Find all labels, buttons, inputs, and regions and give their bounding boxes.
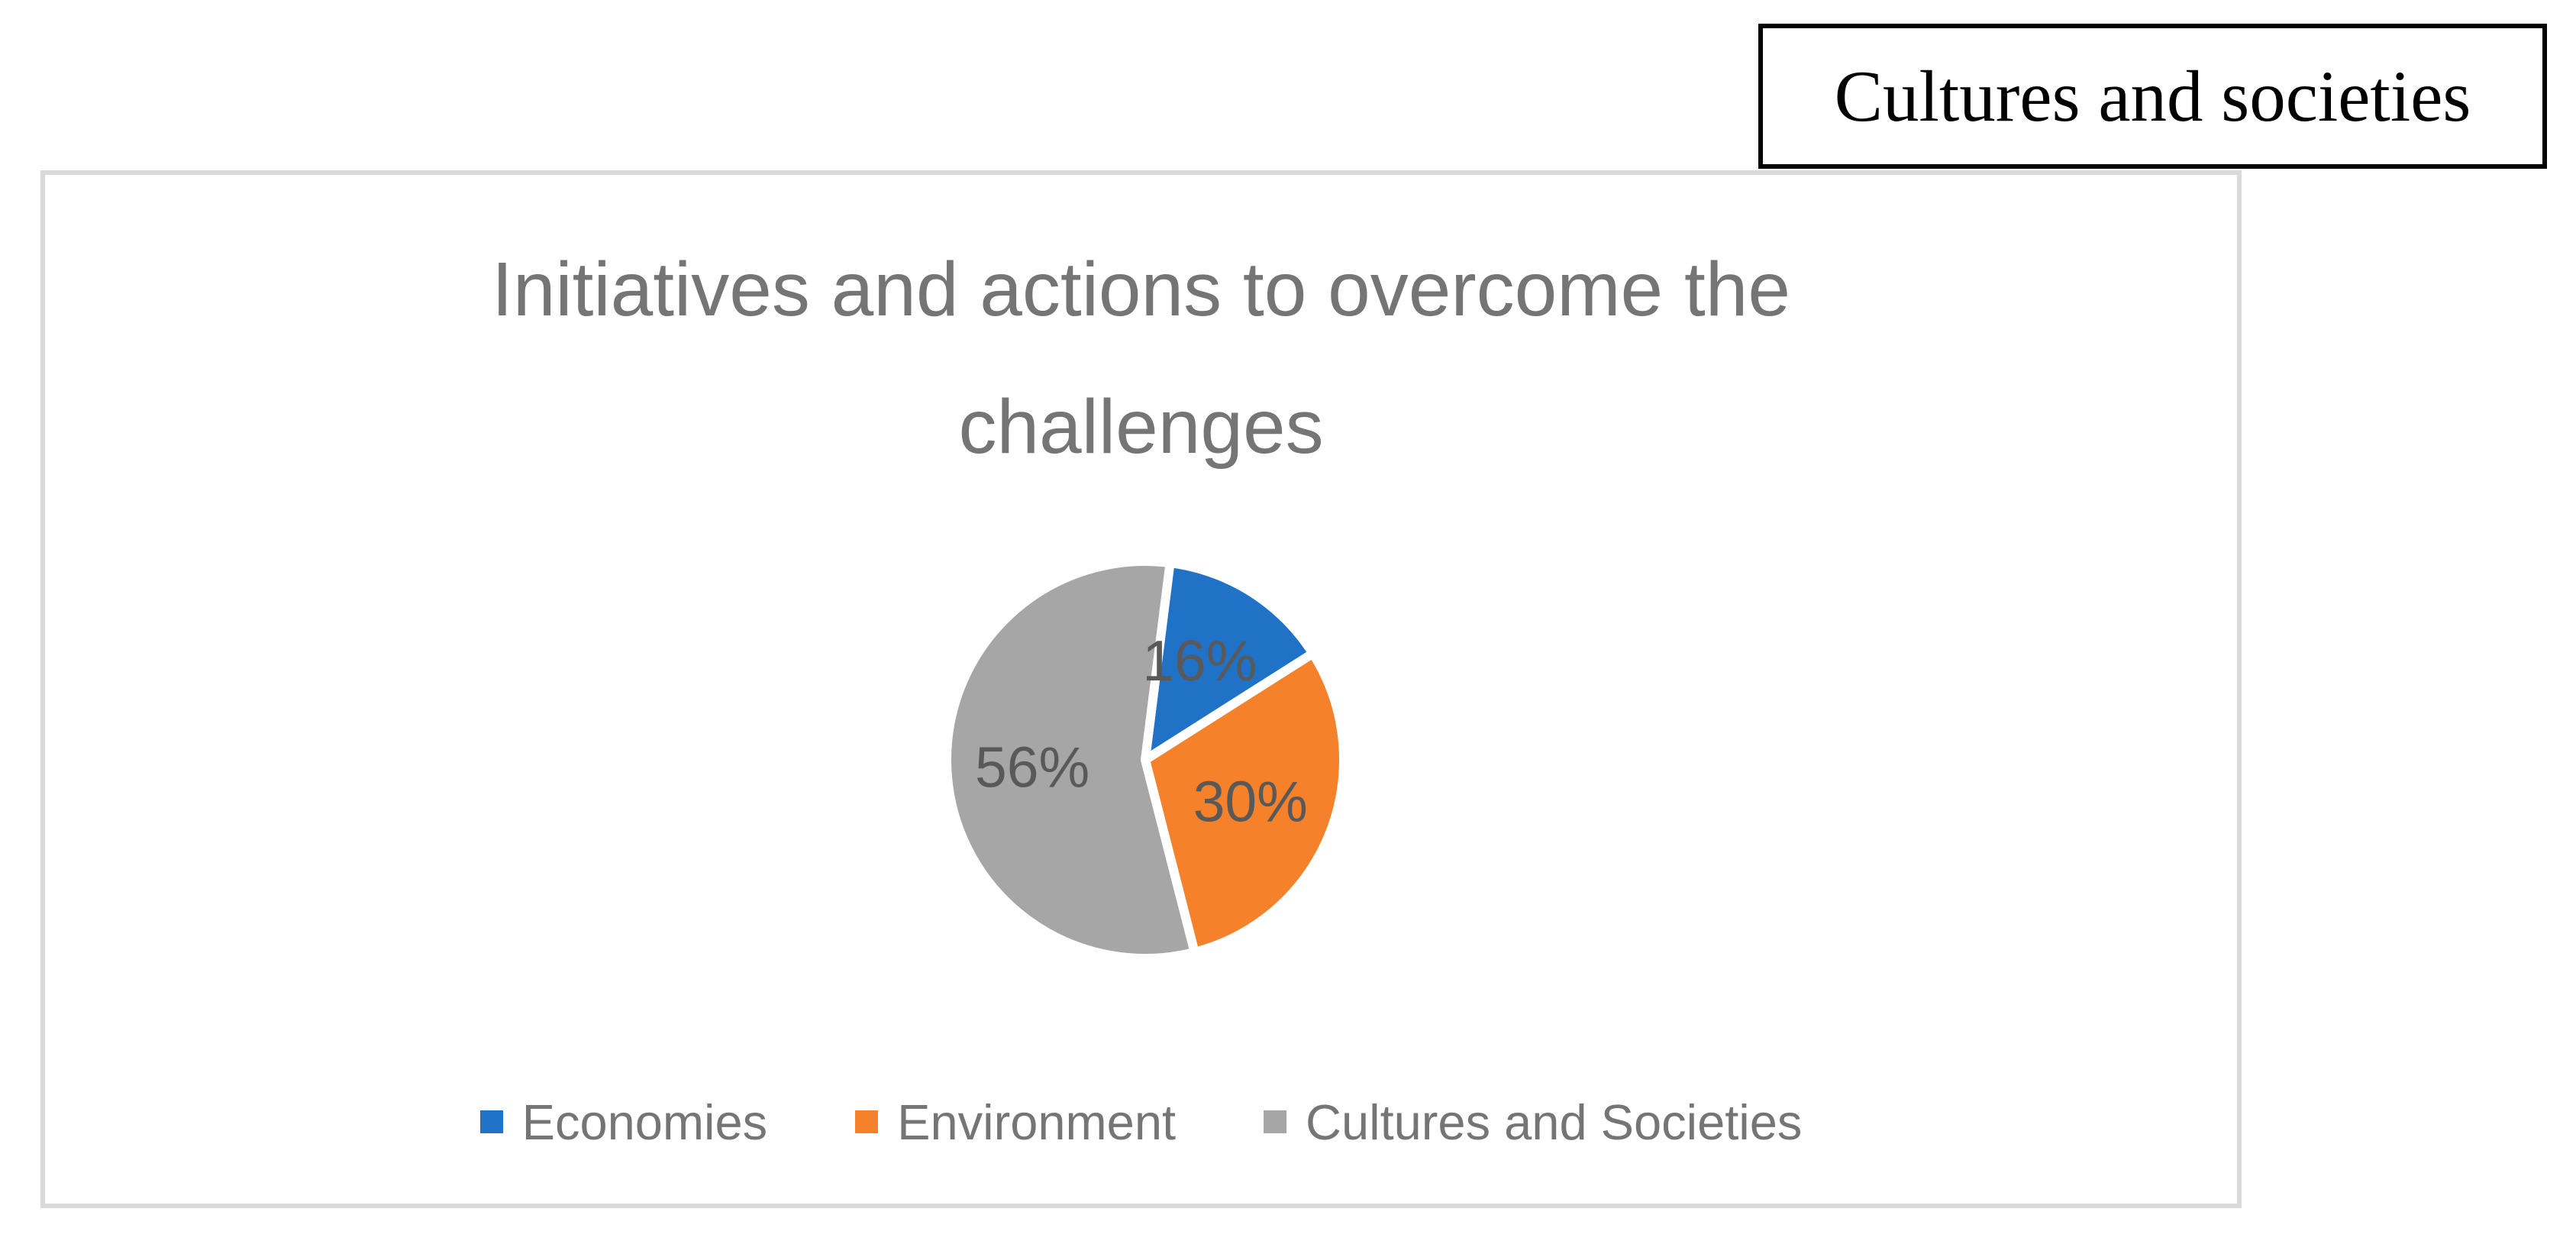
legend-marker-icon <box>855 1110 879 1133</box>
pie-data-label-environment: 30% <box>1193 770 1308 834</box>
pie-data-label-cultures-and-societies: 56% <box>975 735 1089 799</box>
legend-label: Environment <box>897 1094 1177 1150</box>
legend-item-cultures-and-societies[interactable]: Cultures and Societies <box>1264 1097 1802 1147</box>
chart-title: Initiatives and actions to overcome the … <box>492 247 1790 470</box>
legend-item-environment[interactable]: Environment <box>855 1097 1176 1147</box>
chart-area[interactable]: Initiatives and actions to overcome the … <box>40 170 2242 1208</box>
pie-data-label-economies: 16% <box>1142 628 1257 693</box>
pie-slice-cultures-and-societies[interactable] <box>942 557 1199 963</box>
pie-slice-environment[interactable] <box>1141 648 1348 957</box>
legend-label: Cultures and Societies <box>1306 1094 1803 1150</box>
chart-legend: Economies Environment Cultures and Societi… <box>45 1095 2237 1149</box>
cultures-and-societies-textbox[interactable]: Cultures and societies <box>1758 24 2547 169</box>
legend-label: Economies <box>521 1094 768 1150</box>
legend-marker-icon <box>1264 1110 1287 1133</box>
caption-label: Cultures and societies <box>1834 55 2471 137</box>
legend-item-economies[interactable]: Economies <box>479 1094 768 1150</box>
legend-marker-icon <box>479 1110 503 1133</box>
pie-chart: 16% 30% 56% <box>942 557 1348 963</box>
